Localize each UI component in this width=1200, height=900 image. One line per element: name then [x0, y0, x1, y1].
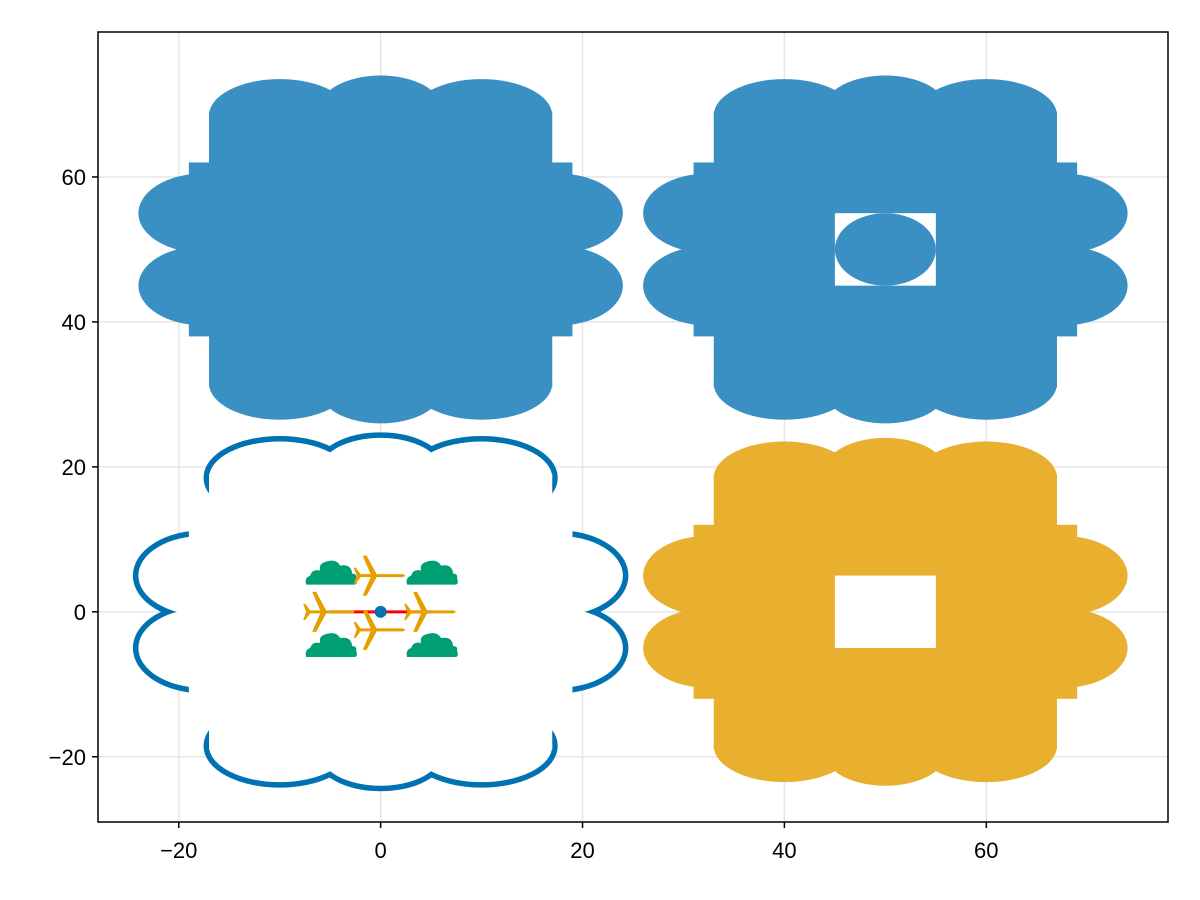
airplane-icon-shape — [303, 591, 355, 632]
plot-layer — [132, 75, 1128, 792]
x-tick-label: 20 — [570, 838, 594, 863]
filled-cloud-with-hole — [643, 75, 1128, 424]
cloud-icon — [406, 633, 458, 658]
marker-layer — [303, 555, 458, 658]
cloud-icon-shape — [406, 560, 458, 585]
x-tick-label: 0 — [375, 838, 387, 863]
airplane-icon — [353, 609, 406, 650]
airplane-icon — [404, 591, 456, 632]
y-tick-label: 60 — [62, 165, 86, 190]
tick-layer: −20 0 20 40 60 −20 0 20 40 60 — [49, 165, 999, 863]
airplane-icon-shape — [353, 609, 406, 650]
plot-frame — [97, 31, 1169, 823]
filled-cloud-with-square-hole — [643, 437, 1128, 786]
cloud-icon — [305, 560, 357, 585]
y-tick-label: −20 — [49, 745, 86, 770]
airplane-icon-shape — [353, 555, 406, 596]
airplane-icon — [303, 591, 355, 632]
y-tick-label: 40 — [62, 310, 86, 335]
airplane-icon — [353, 555, 406, 596]
cloud-hole — [834, 575, 936, 649]
cloud-icon-shape — [305, 560, 357, 585]
frame-layer — [97, 31, 1169, 823]
airplane-icon-shape — [404, 591, 456, 632]
cloud-icon — [406, 560, 458, 585]
cloud-icon-shape — [406, 633, 458, 658]
outlined-cloud — [132, 432, 629, 792]
cloud-icon-shape — [305, 633, 357, 658]
y-tick-label: 0 — [74, 600, 86, 625]
cloud-icon — [305, 633, 357, 658]
x-tick-label: 60 — [974, 838, 998, 863]
filled-cloud — [138, 75, 623, 424]
cloud-core — [188, 162, 573, 337]
x-tick-label: −20 — [160, 838, 197, 863]
center-point — [374, 605, 387, 618]
hole-inner-ellipse — [834, 213, 936, 286]
y-tick-label: 20 — [62, 455, 86, 480]
x-tick-label: 40 — [772, 838, 796, 863]
